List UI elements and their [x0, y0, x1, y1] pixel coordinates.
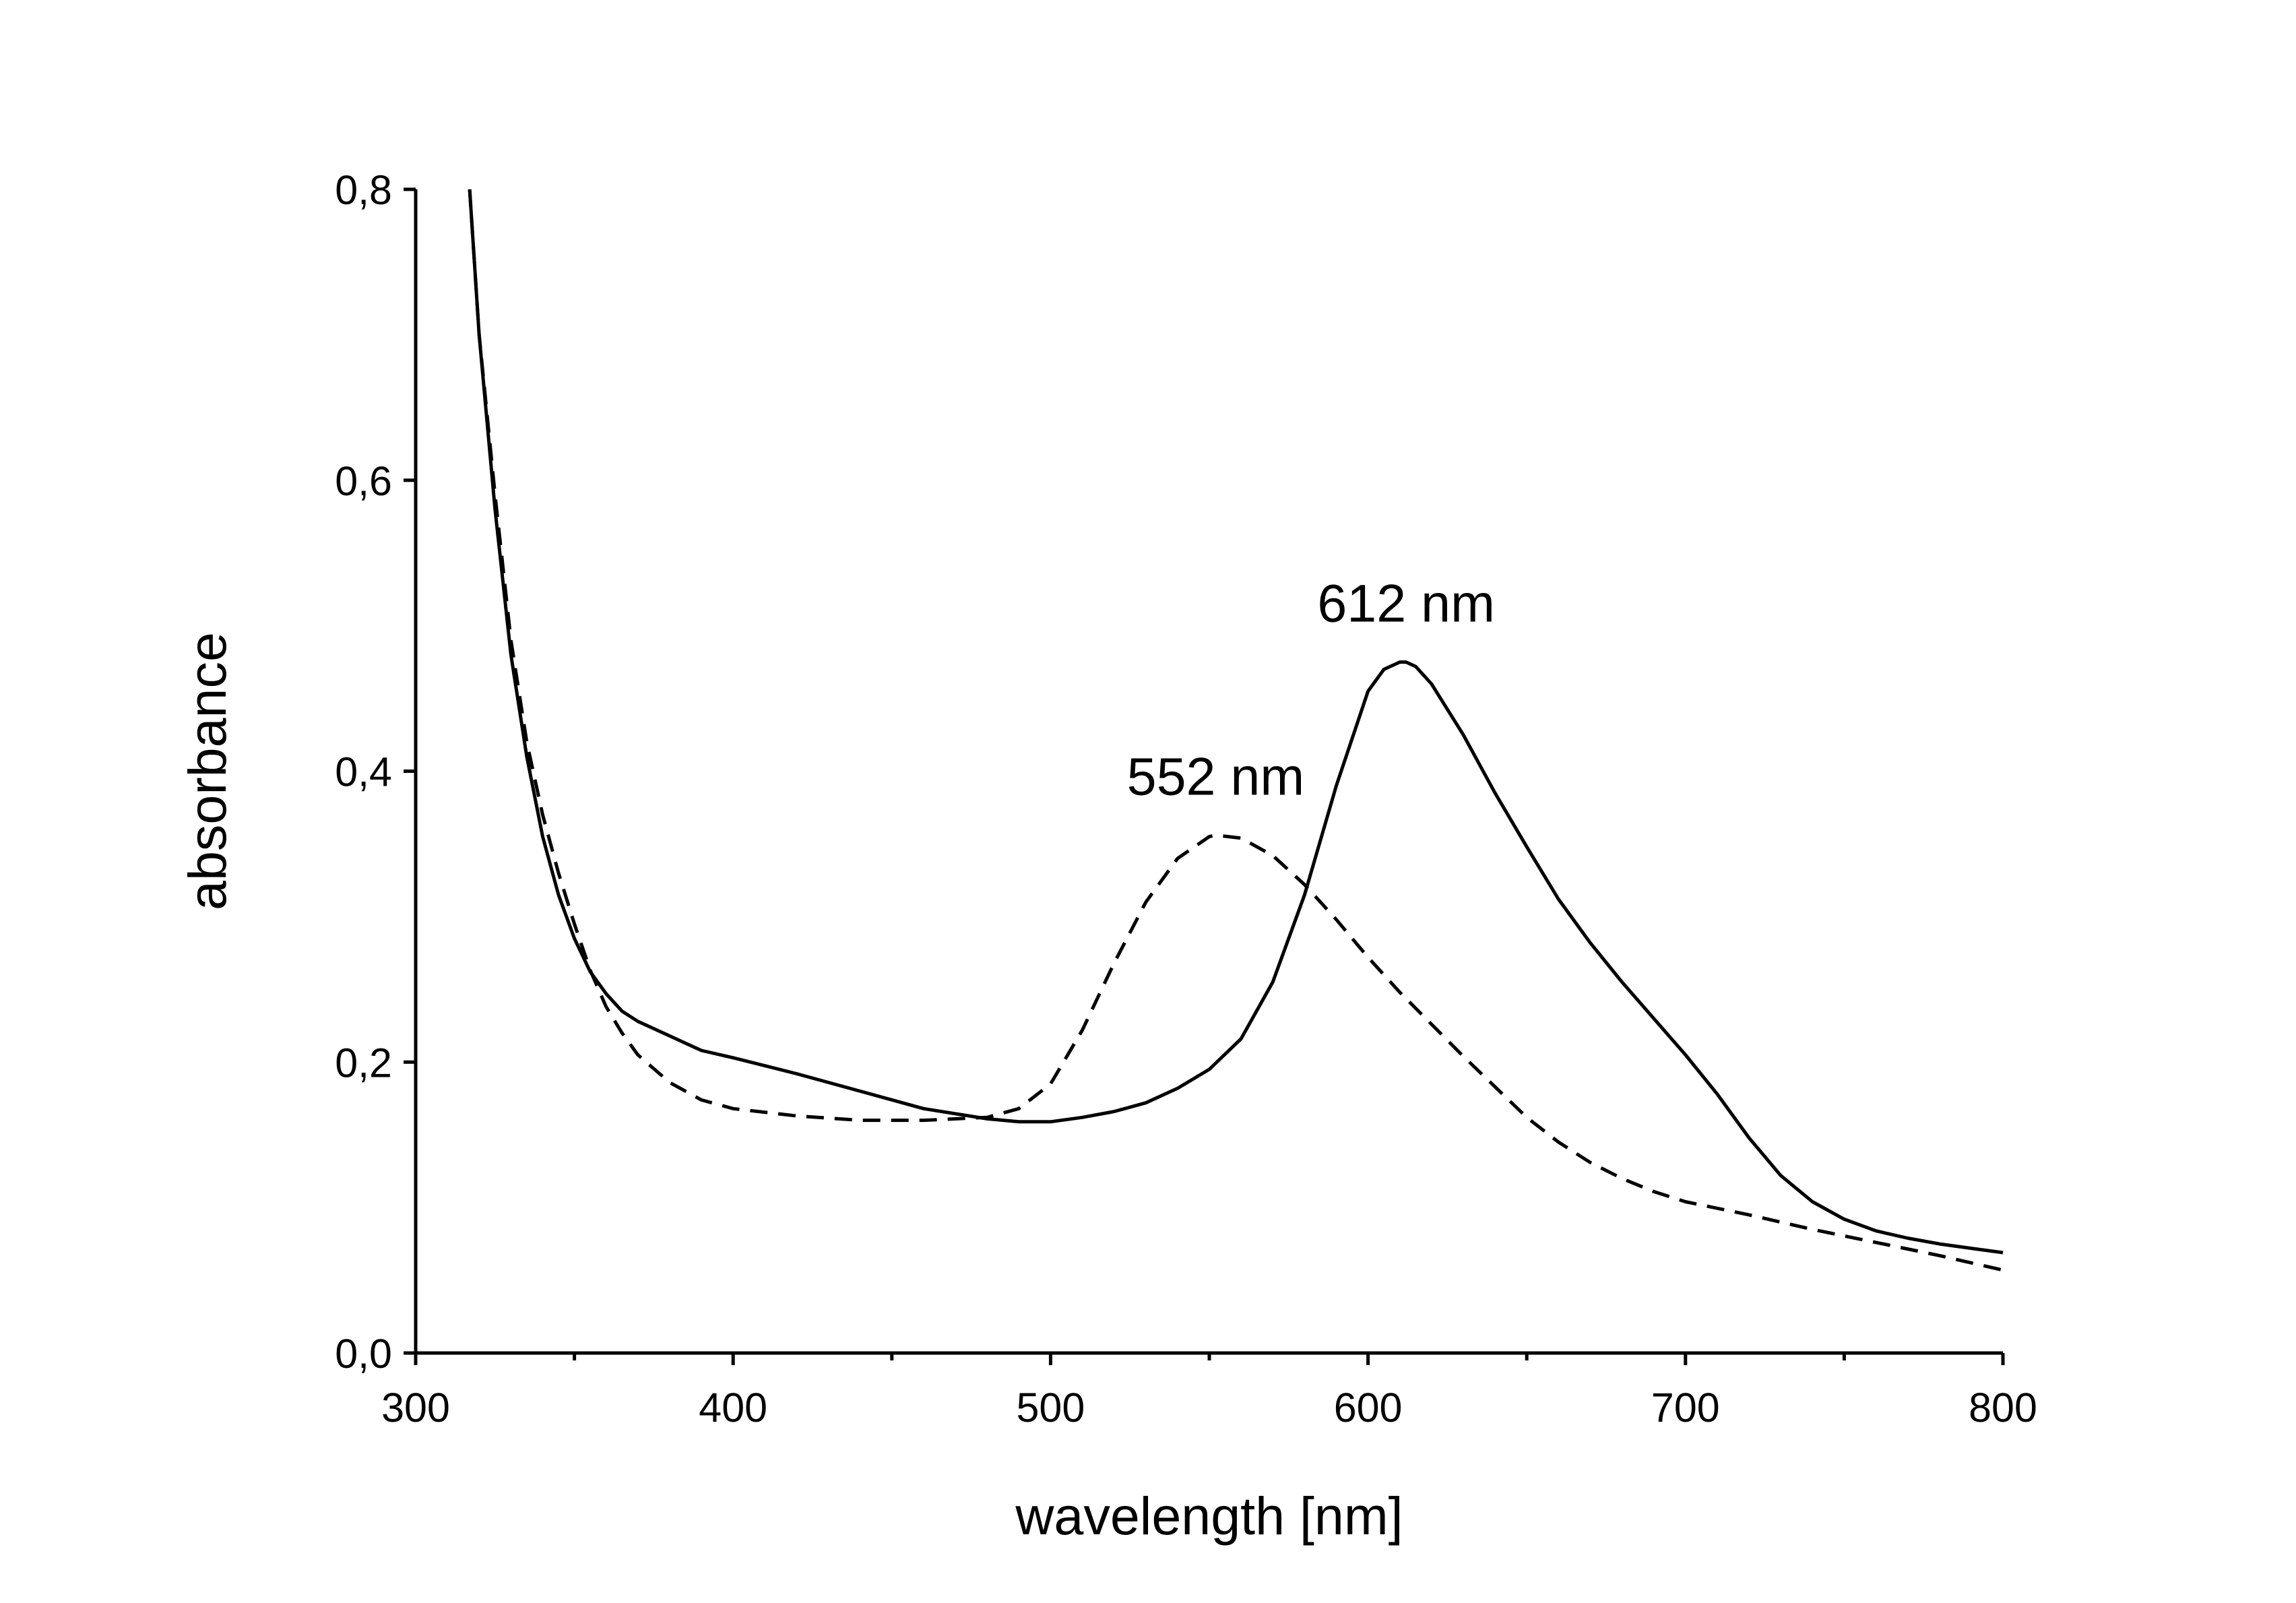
y-tick-label: 0,8 — [335, 167, 392, 213]
ticks-layer — [404, 187, 2005, 1365]
peak-annotation: 552 nm — [1127, 746, 1305, 806]
y-tick-label: 0,6 — [335, 458, 392, 504]
dashed-series-line — [468, 189, 2004, 1272]
annotation-layer: 612 nm 552 nm — [1127, 573, 1495, 807]
series-layer — [468, 189, 2004, 1272]
x-tick-label: 400 — [699, 1385, 767, 1431]
x-axis-title: wavelength [nm] — [1015, 1486, 1403, 1546]
x-tick-label: 600 — [1334, 1385, 1403, 1431]
x-tick-label: 300 — [381, 1385, 450, 1431]
solid-series-line — [468, 189, 2004, 1255]
x-tick-label: 800 — [1969, 1385, 2037, 1431]
y-axis-title: absorbance — [177, 632, 237, 910]
labels-layer: 300 400 500 600 700 800 0,0 0,2 0,4 0,6 0,8 — [335, 167, 2037, 1431]
peak-annotation: 612 nm — [1317, 573, 1495, 633]
x-tick-label: 500 — [1017, 1385, 1085, 1431]
y-tick-label: 0,4 — [335, 749, 392, 795]
y-tick-label: 0,2 — [335, 1040, 392, 1086]
x-tick-label: 700 — [1651, 1385, 1720, 1431]
y-tick-label: 0,0 — [335, 1331, 392, 1377]
